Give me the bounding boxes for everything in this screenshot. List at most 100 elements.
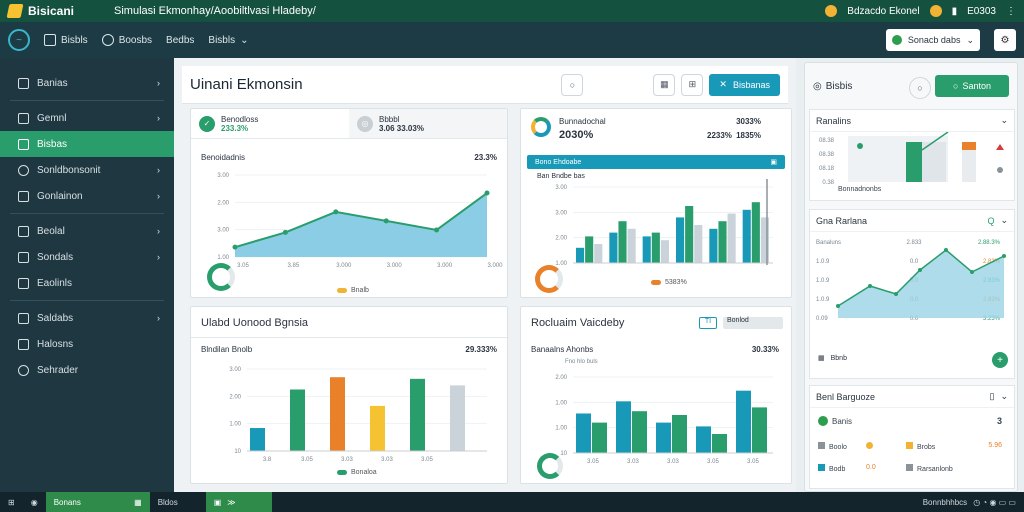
filter-pill[interactable]: Bonlod (723, 317, 783, 329)
chevron-down-icon: ⌄ (1000, 215, 1008, 225)
clock-icon: ◷ ◔ ◉ ▭ ▭ (973, 497, 1016, 507)
x-tick-label: 3.05 (301, 457, 313, 463)
taskbar-item-2[interactable]: ▣ ≫ (205, 492, 272, 512)
x-tick-label: 3.05 (747, 459, 759, 465)
area-fill (838, 250, 1004, 318)
workspace-select[interactable]: Sonacb dabs ⌄ (885, 29, 980, 51)
divider (10, 300, 164, 301)
sidebar-item-4[interactable]: Gonlainon › (0, 183, 174, 209)
sidebar-item-10[interactable]: Sehrader (0, 357, 174, 383)
info-banner[interactable]: Bono Ehdoabe ▣ (527, 155, 785, 169)
browser-icon[interactable]: ◉ (30, 497, 38, 507)
sidebar-item-5[interactable]: Beolal › (0, 218, 174, 244)
tray[interactable]: Bonnbhhbcs ◷ ◔ ◉ ▭ ▭ (922, 497, 1016, 507)
section-header[interactable]: Benl Barguoze ▯ ⌄ (810, 386, 1014, 408)
user-name[interactable]: Bdzacdo Ekonel (847, 5, 920, 17)
calendar-icon (18, 225, 29, 237)
brand-icon[interactable]: ~ (8, 29, 30, 51)
data-point (868, 284, 872, 288)
data-point (282, 229, 288, 235)
data-point (232, 244, 238, 250)
chevron-icon: › (157, 252, 160, 262)
dashboard-icon (44, 34, 56, 46)
bar (962, 142, 976, 150)
bar (962, 150, 976, 182)
x-tick-label: 3.000 (437, 263, 453, 269)
section-header[interactable]: Gna Rarlana Q ⌄ (810, 210, 1014, 232)
search-icon[interactable]: ○ (561, 73, 584, 96)
card-title: Ulabd Uonood Bgnsia (201, 317, 309, 329)
x-tick-label: 3.8 (263, 457, 272, 463)
bar (727, 213, 736, 263)
check-icon (818, 416, 828, 426)
sidebar-item-3[interactable]: Sonldbonsonit › (0, 157, 174, 183)
action-button[interactable]: ✕ Bisbanas (709, 73, 780, 96)
search-icon[interactable]: ○ (909, 77, 931, 99)
bar-chart: 2.00 1.00 1.00 10 3.05 3.03 3.03 3.05 3.05 (555, 375, 773, 465)
section-header[interactable]: Ranalins ⌄ (810, 110, 1014, 132)
panel-action-button[interactable]: ○ Santon (935, 75, 1009, 97)
chart-note: Fno hlo buls (565, 359, 598, 365)
page-title: Uinani Ekmonsin (190, 76, 303, 93)
search-icon: Q (987, 215, 995, 226)
x-tick-label: 3.000 (387, 263, 403, 269)
sidebar-item-2[interactable]: Bisbas (0, 131, 174, 157)
table-toggle[interactable]: ▦ Bbnb (818, 354, 847, 363)
taskbar-item-0[interactable]: Bonans ▦ (45, 492, 150, 512)
info-icon: ◎ (813, 81, 822, 92)
sidebar-item-7[interactable]: Eaolinls (0, 270, 174, 296)
title-bar: Bisicani Simulasi Ekmonhay/Aoobiltlvasi … (0, 0, 1024, 22)
mini-bar-chart: 08.38 08.38 08.18 0.38 (819, 132, 1004, 186)
add-icon[interactable]: + (992, 352, 1008, 368)
chevron-icon: › (157, 313, 160, 323)
card-title: Bunnadochal (559, 117, 606, 126)
start-icon[interactable]: ⊞ (8, 497, 15, 507)
bar (694, 225, 703, 263)
nav-item-0[interactable]: Boosbs (101, 34, 152, 46)
taskbar-item-1[interactable]: Bldos (157, 497, 178, 507)
trend-line (921, 132, 949, 151)
bar (370, 405, 385, 451)
filter-icon[interactable]: ⊞ (681, 73, 704, 96)
bar (618, 221, 627, 263)
chart-icon (18, 138, 29, 150)
chevron-down-icon: ⌄ (966, 34, 974, 45)
sidebar-item-8[interactable]: Saldabs › (0, 305, 174, 331)
sidebar-item-6[interactable]: Sondals › (0, 244, 174, 270)
section-footnote: Bonnadnonbs (838, 186, 882, 193)
nav-brand[interactable]: Bisbls (44, 34, 88, 46)
y-tick-label: 1.00 (229, 422, 241, 428)
sidebar-item-9[interactable]: Halosns (0, 331, 174, 357)
sidebar-item-1[interactable]: Gemnl › (0, 105, 174, 131)
x-tick-label: 3.03 (627, 459, 639, 465)
nav-item-2[interactable]: Bisbls ⌄ (208, 34, 249, 46)
row-label: 0.38 (822, 180, 834, 186)
coin-icon (825, 5, 838, 17)
edit-icon (18, 190, 29, 202)
window-menu-icon[interactable]: ⋮ (1006, 5, 1016, 17)
toggle-icon[interactable]: TI (699, 317, 717, 329)
bar (752, 407, 767, 453)
section-sub: Banis (818, 416, 852, 426)
sidebar-item-0[interactable]: Banias › (0, 70, 174, 96)
row-value: 0.0 (910, 259, 919, 265)
tab-bbbbl[interactable]: ◎ Bbbbl 3.06 33.03% (349, 109, 507, 139)
bar (742, 209, 751, 263)
badge-icon[interactable] (929, 5, 942, 17)
lock-icon[interactable]: ▮ (951, 5, 958, 17)
bar (718, 221, 727, 263)
legend-swatch (337, 288, 347, 293)
progress-donut (537, 453, 563, 479)
tab-benodloss[interactable]: ✓ Benodloss 233.3% (191, 109, 349, 139)
row-label: Banaluns (816, 240, 841, 246)
circle-icon (101, 34, 114, 46)
window-title: Simulasi Ekmonhay/Aoobiltlvasi Hladeby/ (114, 5, 316, 17)
section-ranking: Ranalins ⌄ 08.38 08.38 08.18 0.38 Bonnadnonb… (809, 109, 1015, 201)
nav-item-1[interactable]: Bedbs (166, 34, 195, 46)
bar (627, 228, 636, 263)
y-tick-label: 3.00 (555, 210, 567, 216)
settings-icon[interactable]: ⚙ (994, 29, 1016, 51)
stat-3: 1835% (736, 131, 761, 140)
chart-title: Benoidadnis (201, 153, 246, 162)
calendar-icon[interactable]: ▦ (653, 73, 676, 96)
